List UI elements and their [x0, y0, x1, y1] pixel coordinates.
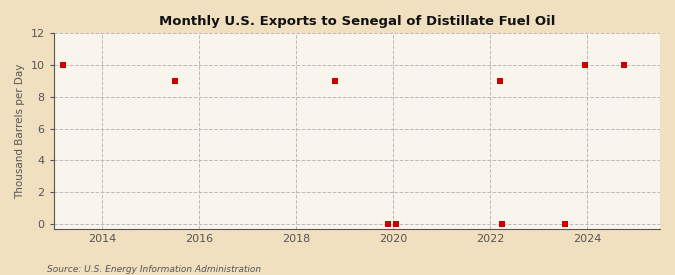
Point — [579, 63, 590, 67]
Point — [58, 63, 69, 67]
Point — [390, 222, 401, 226]
Point — [383, 222, 394, 226]
Point — [329, 79, 340, 83]
Point — [495, 79, 506, 83]
Title: Monthly U.S. Exports to Senegal of Distillate Fuel Oil: Monthly U.S. Exports to Senegal of Disti… — [159, 15, 555, 28]
Point — [618, 63, 629, 67]
Point — [560, 222, 571, 226]
Point — [169, 79, 180, 83]
Point — [497, 222, 508, 226]
Text: Source: U.S. Energy Information Administration: Source: U.S. Energy Information Administ… — [47, 265, 261, 274]
Y-axis label: Thousand Barrels per Day: Thousand Barrels per Day — [15, 63, 25, 199]
